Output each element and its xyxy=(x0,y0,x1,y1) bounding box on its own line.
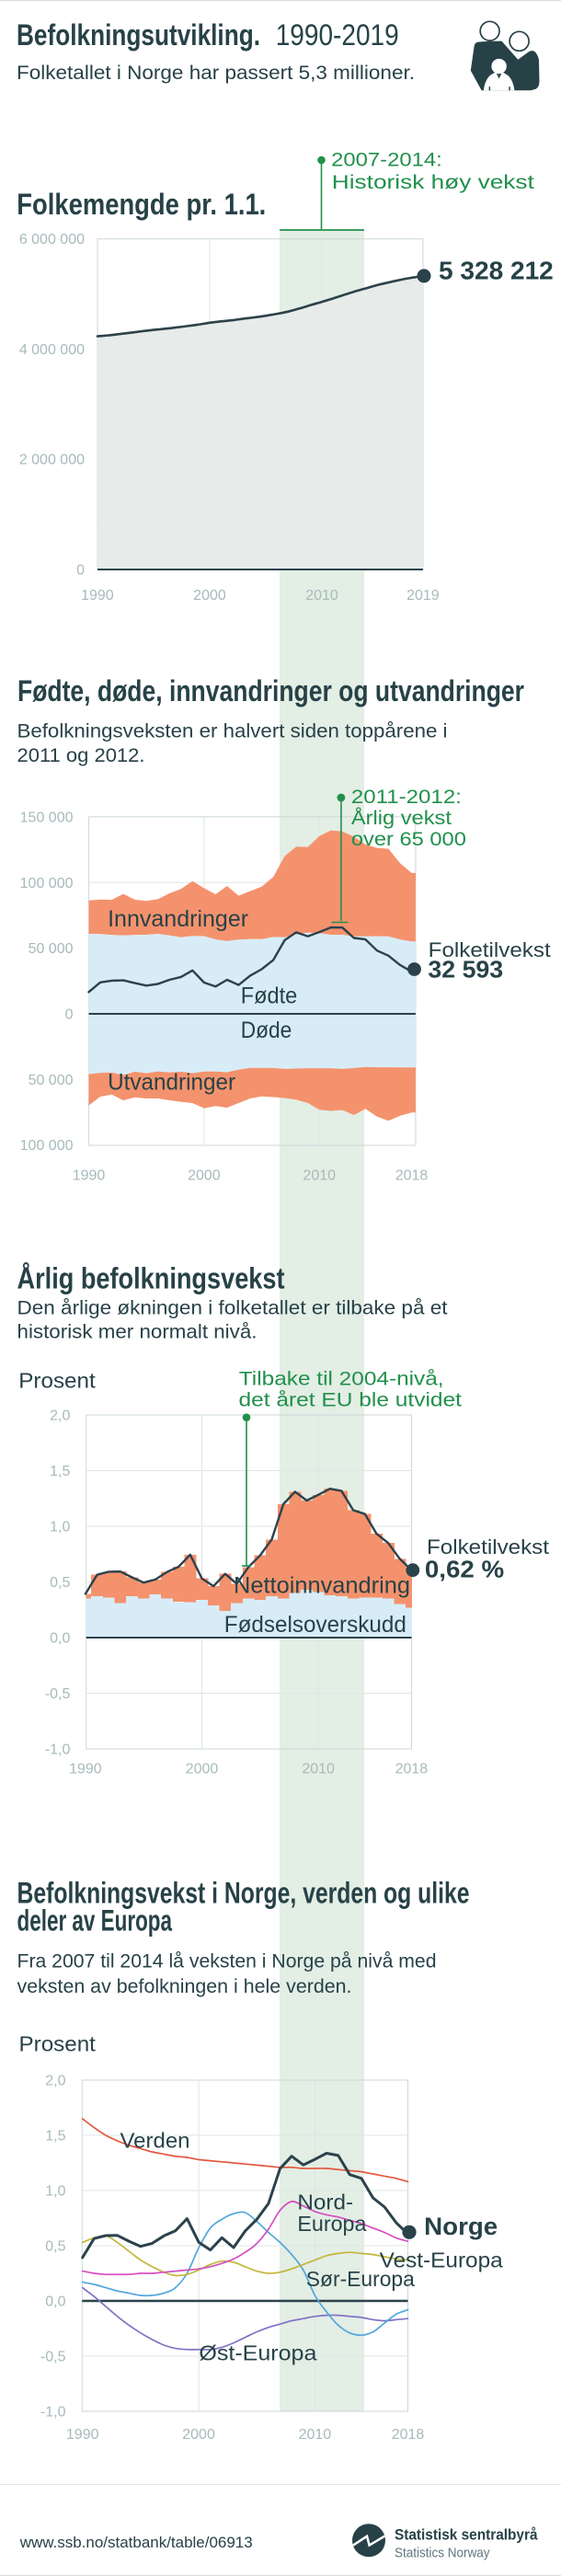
svg-text:Innvandringer: Innvandringer xyxy=(108,906,248,932)
svg-text:50 000: 50 000 xyxy=(29,941,74,957)
svg-text:Befolkningsutvikling.: Befolkningsutvikling. xyxy=(17,18,260,52)
svg-text:100 000: 100 000 xyxy=(20,876,74,891)
svg-text:det året EU ble utvidet: det året EU ble utvidet xyxy=(239,1390,463,1411)
svg-text:Årlig vekst: Årlig vekst xyxy=(351,808,452,829)
svg-text:Historisk høy vekst: Historisk høy vekst xyxy=(332,172,534,193)
svg-text:Statistisk sentralbyrå: Statistisk sentralbyrå xyxy=(395,2527,538,2544)
svg-text:www.ssb.no/statbank/table/0691: www.ssb.no/statbank/table/06913 xyxy=(19,2534,253,2551)
svg-text:2018: 2018 xyxy=(395,1168,429,1184)
svg-text:Statistics Norway: Statistics Norway xyxy=(395,2547,490,2561)
svg-text:Prosent: Prosent xyxy=(19,2032,97,2056)
svg-text:2,0: 2,0 xyxy=(45,2074,65,2089)
svg-text:-1,0: -1,0 xyxy=(45,1742,71,1758)
svg-text:2007-2014:: 2007-2014: xyxy=(331,149,442,170)
svg-text:-1,0: -1,0 xyxy=(40,2405,66,2421)
svg-text:Fødte: Fødte xyxy=(241,983,298,1009)
svg-text:historisk mer normalt nivå.: historisk mer normalt nivå. xyxy=(17,1322,258,1343)
svg-text:2010: 2010 xyxy=(302,1761,335,1777)
svg-text:Folkemengde pr. 1.1.: Folkemengde pr. 1.1. xyxy=(17,188,266,221)
svg-text:1,5: 1,5 xyxy=(50,1464,70,1479)
svg-text:Nettoinnvandring: Nettoinnvandring xyxy=(234,1573,410,1599)
svg-text:100 000: 100 000 xyxy=(20,1138,74,1154)
svg-text:Nord-: Nord- xyxy=(297,2190,353,2214)
svg-text:Sør-Europa: Sør-Europa xyxy=(306,2267,416,2291)
svg-text:150 000: 150 000 xyxy=(20,810,74,825)
svg-text:2019: 2019 xyxy=(406,588,440,604)
svg-text:50 000: 50 000 xyxy=(29,1073,74,1088)
svg-text:Den årlige økningen i folketal: Den årlige økningen i folketallet er til… xyxy=(17,1298,448,1319)
svg-text:2000: 2000 xyxy=(182,2427,215,2443)
svg-text:deler av Europa: deler av Europa xyxy=(17,1904,173,1938)
svg-text:Årlig befolkningsvekst: Årlig befolkningsvekst xyxy=(17,1261,285,1294)
svg-text:1,5: 1,5 xyxy=(45,2129,65,2145)
svg-text:0,0: 0,0 xyxy=(50,1631,70,1647)
svg-text:Norge: Norge xyxy=(424,2213,498,2240)
svg-text:2 000 000: 2 000 000 xyxy=(19,453,85,468)
svg-text:2000: 2000 xyxy=(186,1761,219,1777)
svg-text:1990-2019: 1990-2019 xyxy=(276,18,399,52)
svg-text:over 65 000: over 65 000 xyxy=(351,829,466,850)
svg-text:0,5: 0,5 xyxy=(50,1575,70,1591)
svg-text:1990: 1990 xyxy=(73,1168,106,1184)
svg-text:2010: 2010 xyxy=(299,2427,332,2443)
svg-text:32 593: 32 593 xyxy=(428,956,503,983)
svg-text:Fra 2007 til 2014 lå veksten i: Fra 2007 til 2014 lå veksten i Norge på … xyxy=(17,1951,437,1972)
svg-text:4 000 000: 4 000 000 xyxy=(19,342,85,358)
svg-text:-0,5: -0,5 xyxy=(40,2350,66,2365)
svg-text:Prosent: Prosent xyxy=(18,1368,96,1392)
svg-text:2000: 2000 xyxy=(193,588,226,604)
svg-text:Folketilvekst: Folketilvekst xyxy=(429,938,551,961)
svg-text:Vest-Europa: Vest-Europa xyxy=(380,2248,504,2272)
svg-text:2,0: 2,0 xyxy=(50,1409,70,1424)
svg-text:5 328 212: 5 328 212 xyxy=(439,257,554,285)
svg-text:1,0: 1,0 xyxy=(50,1520,70,1535)
svg-text:0,0: 0,0 xyxy=(45,2294,65,2310)
svg-text:1990: 1990 xyxy=(81,588,114,604)
svg-text:Fødselsoverskudd: Fødselsoverskudd xyxy=(224,1612,406,1638)
svg-text:2018: 2018 xyxy=(395,1761,429,1777)
svg-text:2000: 2000 xyxy=(188,1168,221,1184)
svg-text:1990: 1990 xyxy=(69,1761,102,1777)
svg-text:Folketilvekst: Folketilvekst xyxy=(427,1535,549,1558)
svg-text:Folketallet i Norge har passer: Folketallet i Norge har passert 5,3 mill… xyxy=(17,63,415,84)
svg-text:Fødte, døde, innvandringer og: Fødte, døde, innvandringer og utvandring… xyxy=(17,674,524,707)
svg-text:0: 0 xyxy=(65,1007,74,1023)
svg-text:Befolkningsvekst i Norge, verd: Befolkningsvekst i Norge, verden og ulik… xyxy=(17,1877,470,1910)
svg-text:Øst-Europa: Øst-Europa xyxy=(199,2341,317,2365)
svg-text:Befolkningsveksten er halvert: Befolkningsveksten er halvert siden topp… xyxy=(17,721,448,742)
svg-text:0,62 %: 0,62 % xyxy=(425,1556,504,1583)
svg-text:Europa: Europa xyxy=(297,2212,367,2236)
svg-text:Tilbake til 2004-nivå,: Tilbake til 2004-nivå, xyxy=(239,1369,444,1390)
svg-text:0,5: 0,5 xyxy=(45,2239,65,2255)
svg-text:1,0: 1,0 xyxy=(45,2184,65,2200)
svg-text:-0,5: -0,5 xyxy=(45,1686,71,1702)
svg-text:2010: 2010 xyxy=(303,1168,336,1184)
svg-text:Utvandringer: Utvandringer xyxy=(108,1070,235,1096)
svg-text:0: 0 xyxy=(76,563,85,579)
svg-text:Verden: Verden xyxy=(120,2129,190,2153)
svg-text:2010: 2010 xyxy=(305,588,338,604)
svg-text:2011 og 2012.: 2011 og 2012. xyxy=(17,745,145,766)
svg-text:2011-2012:: 2011-2012: xyxy=(351,787,462,808)
svg-text:1990: 1990 xyxy=(66,2427,99,2443)
svg-text:6 000 000: 6 000 000 xyxy=(19,232,85,247)
svg-text:veksten av befolkningen i hele: veksten av befolkningen i hele verden. xyxy=(17,1976,352,1997)
svg-text:2018: 2018 xyxy=(392,2427,425,2443)
svg-text:Døde: Døde xyxy=(241,1018,292,1043)
